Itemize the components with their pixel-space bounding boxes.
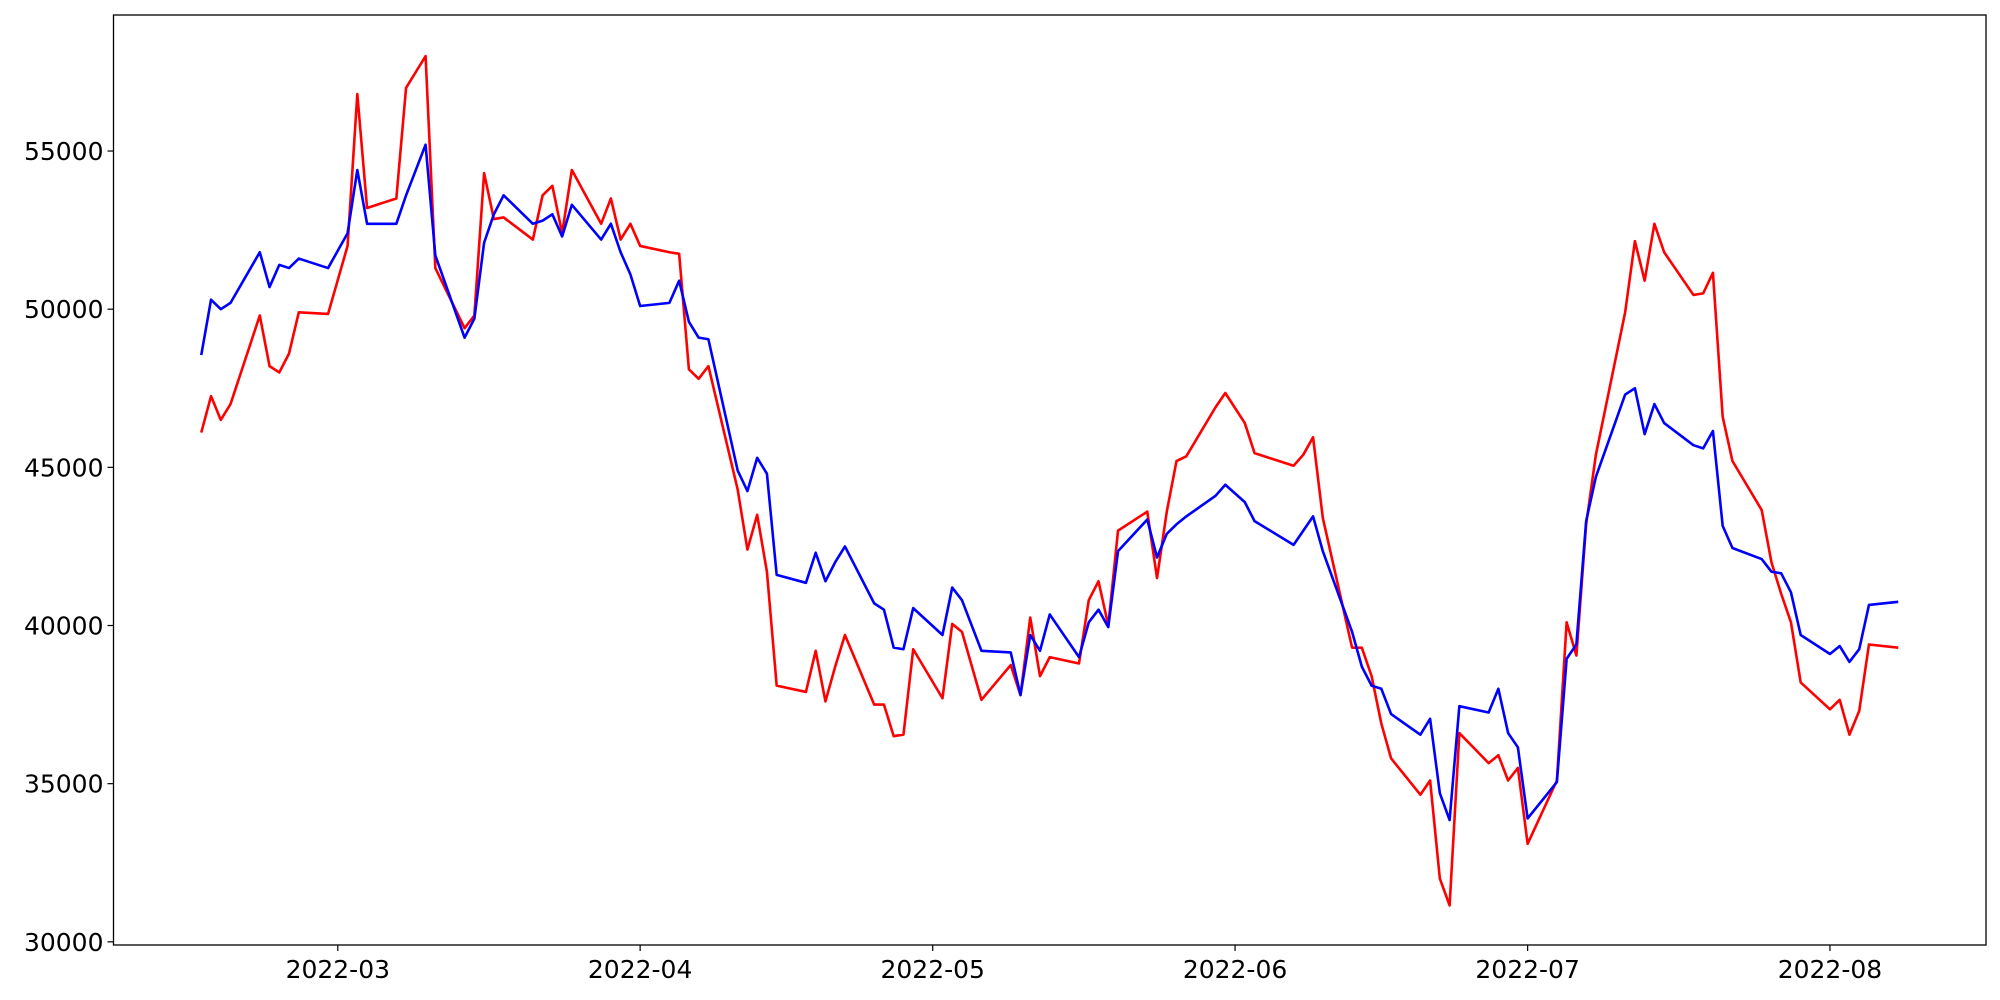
series-line — [200, 54, 1899, 907]
y-tick-label: 30000 — [24, 928, 104, 957]
y-tick-label: 55000 — [24, 137, 104, 166]
x-tick-label: 2022-04 — [588, 955, 692, 984]
x-tick-label: 2022-05 — [880, 955, 984, 984]
y-tick-label: 50000 — [24, 295, 104, 324]
x-tick-label: 2022-07 — [1475, 955, 1579, 984]
plot-frame — [112, 14, 1987, 946]
x-tick-label: 2022-08 — [1778, 955, 1882, 984]
y-tick-label: 45000 — [24, 453, 104, 482]
x-tick-label: 2022-06 — [1183, 955, 1287, 984]
y-tick-label: 40000 — [24, 612, 104, 641]
y-tick-label: 35000 — [24, 770, 104, 799]
series-line — [199, 143, 1899, 822]
x-tick-label: 2022-03 — [286, 955, 390, 984]
